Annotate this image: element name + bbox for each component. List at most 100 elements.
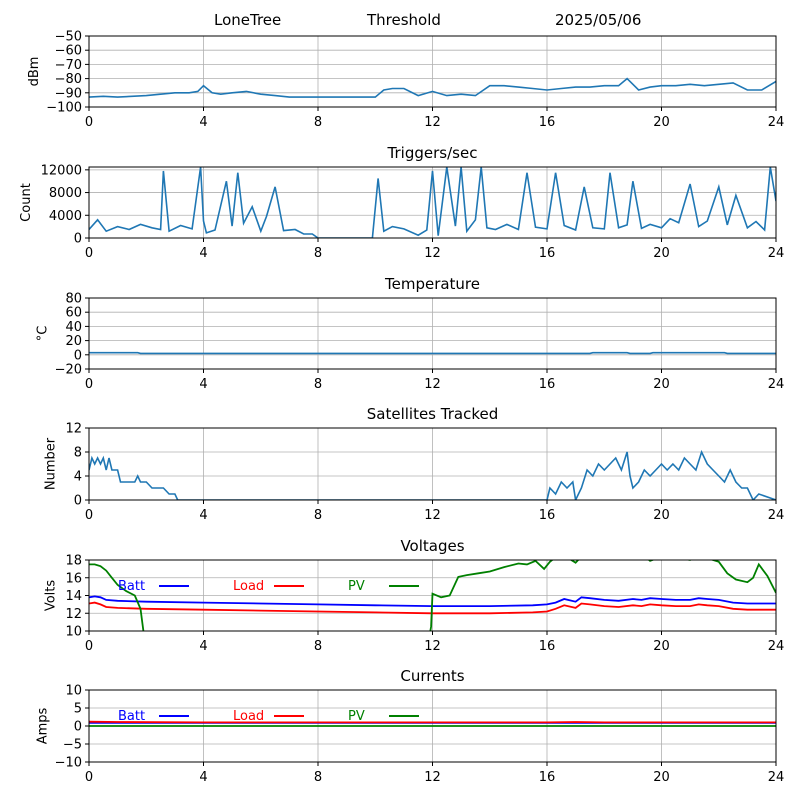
panel-3-xtick-label: 8	[314, 377, 322, 392]
panel-5-ytick-label: 12	[65, 607, 82, 622]
panel-5-ytick-label: 10	[65, 625, 82, 640]
panel-3-ylabel: °C	[35, 326, 50, 342]
panel-1-xtick-label: 4	[199, 115, 207, 130]
panel-4-xtick-label: 8	[314, 508, 322, 523]
panel-2-ytick-label: 4000	[49, 209, 82, 224]
panel-3-ytick-label: 80	[65, 292, 82, 307]
panel-5-ytick-label: 16	[65, 571, 82, 586]
panel-6-xtick-label: 20	[653, 770, 670, 785]
panel-4-ytick-label: 4	[74, 470, 82, 485]
panel-1-ytick-label: −70	[55, 58, 82, 73]
panel-5-legend-pv-label: PV	[348, 579, 365, 594]
panel-2-title: Triggers/sec	[387, 144, 478, 162]
panel-4-xtick-label: 0	[85, 508, 93, 523]
report-date: 2025/05/06	[555, 11, 642, 29]
panel-5-xtick-label: 20	[653, 639, 670, 654]
panel-2-ytick-label: 0	[74, 232, 82, 247]
panel-6-ytick-label: 10	[65, 684, 82, 699]
panel-6-ytick-label: 5	[74, 702, 82, 717]
panel-3-ytick-label: −20	[55, 363, 82, 378]
panel-6-title: Currents	[400, 667, 464, 685]
panel-3-xtick-label: 0	[85, 377, 93, 392]
panel-6-legend-pv-label: PV	[348, 709, 365, 724]
panel-6-xtick-label: 0	[85, 770, 93, 785]
panel-4-xtick-label: 12	[424, 508, 441, 523]
panel-1-ytick-label: −60	[55, 44, 82, 59]
panel-1-ytick-label: −100	[46, 101, 82, 116]
panel-1-xtick-label: 20	[653, 115, 670, 130]
panel-1-xtick-label: 8	[314, 115, 322, 130]
panel-4-xtick-label: 16	[539, 508, 556, 523]
panel-5-xtick-label: 24	[768, 639, 785, 654]
panel-6-ytick-label: −5	[63, 738, 82, 753]
panel-5-xtick-label: 8	[314, 639, 322, 654]
panel-2-xtick-label: 8	[314, 246, 322, 261]
panel-1-xtick-label: 0	[85, 115, 93, 130]
panel-5-ytick-label: 14	[65, 589, 82, 604]
panel-1-ytick-label: −50	[55, 30, 82, 45]
panel-3-ytick-label: 20	[65, 334, 82, 349]
panel-3-xtick-label: 20	[653, 377, 670, 392]
panel-2-ytick-label: 8000	[49, 186, 82, 201]
panel-6-ytick-label: −10	[55, 756, 82, 771]
panel-4-ytick-label: 8	[74, 446, 82, 461]
panel-6-xtick-label: 24	[768, 770, 785, 785]
panel-4-ylabel: Number	[44, 437, 59, 490]
panel-5-series-batt	[89, 595, 776, 607]
panel-4-title: Satellites Tracked	[367, 405, 498, 423]
panel-5-xtick-label: 16	[539, 639, 556, 654]
panel-3-xtick-label: 24	[768, 377, 785, 392]
panel-2-ytick-label: 12000	[41, 163, 82, 178]
panel-3-xtick-label: 16	[539, 377, 556, 392]
trigger-mode: Threshold	[367, 11, 441, 29]
site-name: LoneTree	[214, 11, 282, 29]
panel-5-legend-batt-label: Batt	[118, 579, 145, 594]
panel-2-xtick-label: 24	[768, 246, 785, 261]
panel-4-xtick-label: 4	[199, 508, 207, 523]
panel-4-ytick-label: 12	[65, 422, 82, 437]
panel-6-ylabel: Amps	[35, 707, 50, 744]
panel-1-xtick-label: 24	[768, 115, 785, 130]
panel-6-legend-batt-label: Batt	[118, 709, 145, 724]
panel-5-xtick-label: 4	[199, 639, 207, 654]
panel-2-xtick-label: 16	[539, 246, 556, 261]
panel-4-xtick-label: 20	[653, 508, 670, 523]
panel-5-xtick-label: 0	[85, 639, 93, 654]
panel-1-xtick-label: 16	[539, 115, 556, 130]
panel-2-series-line	[89, 167, 776, 238]
panel-3-ytick-label: 0	[74, 348, 82, 363]
panel-1-series-line	[89, 77, 776, 98]
panel-5-ytick-label: 18	[65, 554, 82, 569]
panel-5-ylabel: Volts	[44, 580, 59, 612]
panel-3-title: Temperature	[384, 275, 480, 293]
panel-3-xtick-label: 4	[199, 377, 207, 392]
panel-1-xtick-label: 12	[424, 115, 441, 130]
panel-2-xtick-label: 4	[199, 246, 207, 261]
panel-5-title: Voltages	[400, 537, 464, 555]
panel-1-ylabel: dBm	[27, 57, 42, 87]
panel-2-xtick-label: 12	[424, 246, 441, 261]
panel-6-series-load	[89, 720, 776, 724]
panel-5-series-load	[89, 601, 776, 615]
panel-2-xtick-label: 20	[653, 246, 670, 261]
panel-4-xtick-label: 24	[768, 508, 785, 523]
panel-2-xtick-label: 0	[85, 246, 93, 261]
panel-3-xtick-label: 12	[424, 377, 441, 392]
panel-4-series-line	[89, 449, 776, 500]
panel-3-ytick-label: 60	[65, 306, 82, 321]
panel-3-ytick-label: 40	[65, 320, 82, 335]
panel-1-ytick-label: −90	[55, 86, 82, 101]
panel-3-series-line	[89, 351, 776, 355]
panel-6-xtick-label: 4	[199, 770, 207, 785]
panel-5-legend-load-label: Load	[233, 579, 264, 594]
panel-4-ytick-label: 0	[74, 494, 82, 509]
panel-6-legend-load-label: Load	[233, 709, 264, 724]
panel-5-series-pv	[89, 560, 776, 631]
panel-1-ytick-label: −80	[55, 72, 82, 87]
panel-6-xtick-label: 12	[424, 770, 441, 785]
panel-6-xtick-label: 8	[314, 770, 322, 785]
panel-6-xtick-label: 16	[539, 770, 556, 785]
panel-6-ytick-label: 0	[74, 720, 82, 735]
